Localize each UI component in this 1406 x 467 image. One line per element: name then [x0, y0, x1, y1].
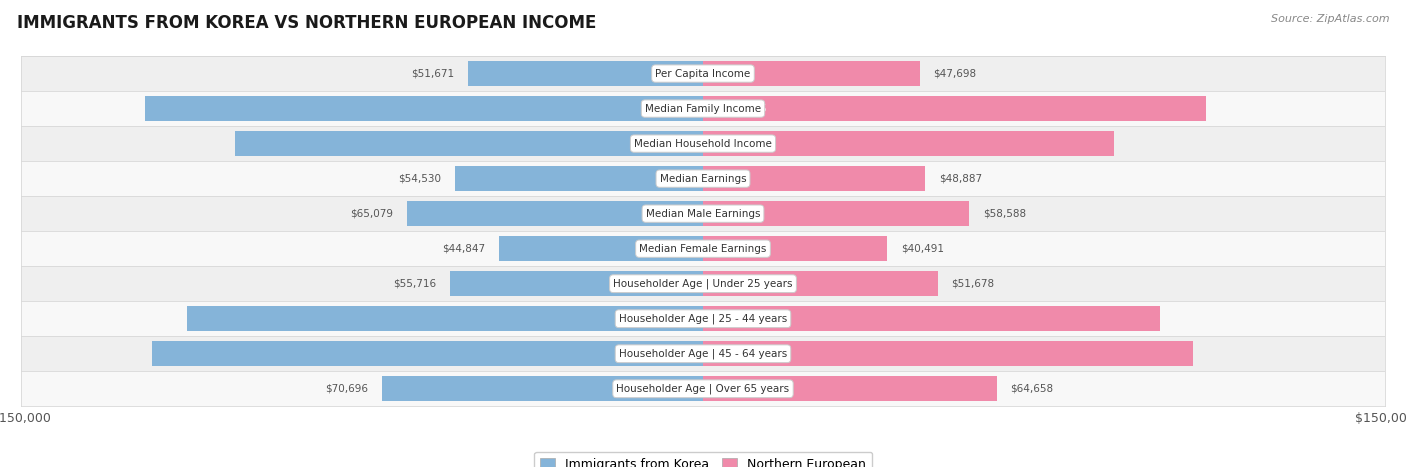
- Text: Householder Age | Over 65 years: Householder Age | Over 65 years: [616, 383, 790, 394]
- Bar: [703, 341, 1194, 366]
- Bar: [145, 96, 703, 121]
- Bar: [703, 131, 1114, 156]
- Text: Median Male Earnings: Median Male Earnings: [645, 209, 761, 219]
- Bar: [21, 301, 1385, 336]
- Bar: [703, 61, 920, 86]
- Bar: [703, 306, 1160, 332]
- Text: Householder Age | Under 25 years: Householder Age | Under 25 years: [613, 278, 793, 289]
- Text: $122,800: $122,800: [640, 104, 689, 113]
- Text: $58,588: $58,588: [983, 209, 1026, 219]
- Text: $64,658: $64,658: [1011, 384, 1053, 394]
- Bar: [21, 266, 1385, 301]
- Bar: [703, 376, 997, 401]
- Text: $107,870: $107,870: [717, 349, 766, 359]
- Text: Median Female Earnings: Median Female Earnings: [640, 244, 766, 254]
- Bar: [21, 91, 1385, 126]
- Text: $44,847: $44,847: [443, 244, 485, 254]
- Text: $102,962: $102,962: [640, 139, 689, 149]
- Bar: [703, 236, 887, 261]
- Text: $90,446: $90,446: [717, 139, 759, 149]
- Bar: [468, 61, 703, 86]
- Text: Per Capita Income: Per Capita Income: [655, 69, 751, 78]
- Legend: Immigrants from Korea, Northern European: Immigrants from Korea, Northern European: [534, 452, 872, 467]
- Bar: [21, 231, 1385, 266]
- Text: $121,243: $121,243: [640, 349, 689, 359]
- Bar: [381, 376, 703, 401]
- Text: $65,079: $65,079: [350, 209, 394, 219]
- Text: $113,401: $113,401: [640, 314, 689, 324]
- Bar: [21, 161, 1385, 196]
- Text: IMMIGRANTS FROM KOREA VS NORTHERN EUROPEAN INCOME: IMMIGRANTS FROM KOREA VS NORTHERN EUROPE…: [17, 14, 596, 32]
- Text: $51,678: $51,678: [952, 279, 994, 289]
- Bar: [499, 236, 703, 261]
- Bar: [456, 166, 703, 191]
- Bar: [187, 306, 703, 332]
- Text: $51,671: $51,671: [412, 69, 454, 78]
- Bar: [703, 271, 938, 296]
- Bar: [21, 126, 1385, 161]
- Text: $70,696: $70,696: [325, 384, 368, 394]
- Text: Median Family Income: Median Family Income: [645, 104, 761, 113]
- Text: $55,716: $55,716: [392, 279, 436, 289]
- Text: $47,698: $47,698: [934, 69, 977, 78]
- Bar: [21, 196, 1385, 231]
- Bar: [450, 271, 703, 296]
- Text: Householder Age | 25 - 44 years: Householder Age | 25 - 44 years: [619, 313, 787, 324]
- Bar: [235, 131, 703, 156]
- Text: Source: ZipAtlas.com: Source: ZipAtlas.com: [1271, 14, 1389, 24]
- Text: Householder Age | 45 - 64 years: Householder Age | 45 - 64 years: [619, 348, 787, 359]
- Text: $110,635: $110,635: [717, 104, 766, 113]
- Bar: [703, 96, 1206, 121]
- Bar: [21, 336, 1385, 371]
- Text: $54,530: $54,530: [398, 174, 441, 184]
- Bar: [21, 56, 1385, 91]
- Bar: [152, 341, 703, 366]
- Text: Median Household Income: Median Household Income: [634, 139, 772, 149]
- Bar: [408, 201, 703, 226]
- Text: Median Earnings: Median Earnings: [659, 174, 747, 184]
- Bar: [21, 371, 1385, 406]
- Bar: [703, 166, 925, 191]
- Text: $40,491: $40,491: [901, 244, 943, 254]
- Text: $48,887: $48,887: [939, 174, 981, 184]
- Bar: [703, 201, 969, 226]
- Text: $100,457: $100,457: [717, 314, 766, 324]
